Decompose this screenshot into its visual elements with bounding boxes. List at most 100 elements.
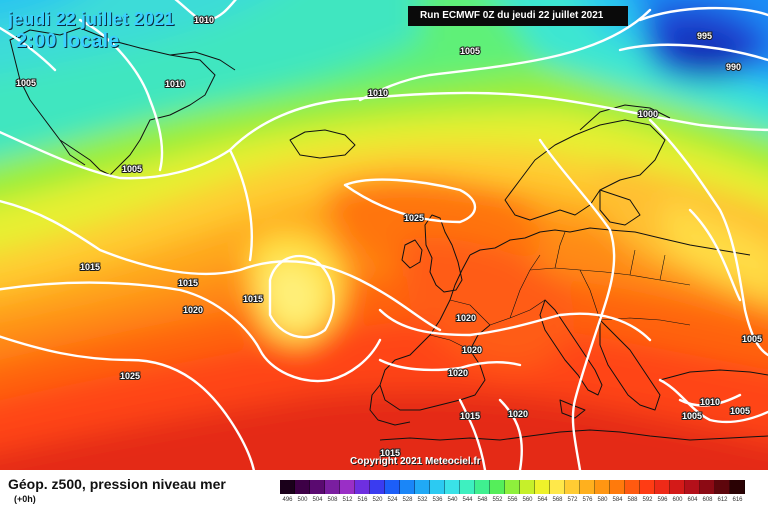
color-scale-value: 532 xyxy=(417,497,428,503)
isobar-label: 995 xyxy=(697,31,712,41)
color-scale-value: 608 xyxy=(702,497,713,503)
color-scale-value: 520 xyxy=(372,497,383,503)
geopotential-field xyxy=(0,0,768,470)
color-scale-swatch xyxy=(370,480,385,494)
color-scale-value: 508 xyxy=(327,497,338,503)
color-scale-swatch xyxy=(685,480,700,494)
color-scale-labels: 496 500 504 508 512 516 520 524 528 532 536 540 544 5… xyxy=(280,497,745,503)
color-scale-swatch xyxy=(670,480,685,494)
color-scale-value: 580 xyxy=(597,497,608,503)
color-scale-swatch xyxy=(535,480,550,494)
color-scale-value: 596 xyxy=(657,497,668,503)
color-scale-value: 592 xyxy=(642,497,653,503)
isobar-label: 1020 xyxy=(508,409,528,419)
color-scale-value: 512 xyxy=(342,497,353,503)
color-scale-swatch xyxy=(550,480,565,494)
color-scale-swatch xyxy=(730,480,745,494)
color-scale-value: 552 xyxy=(492,497,503,503)
isobar-label: 1020 xyxy=(448,368,468,378)
color-scale-value: 496 xyxy=(282,497,293,503)
color-scale-value: 524 xyxy=(387,497,398,503)
isobar-label: 1010 xyxy=(700,397,720,407)
isobar-label: 1015 xyxy=(80,262,100,272)
isobar-label: 1005 xyxy=(16,78,36,88)
forecast-date: jeudi 22 juillet 2021 xyxy=(8,9,175,29)
color-scale-value: 556 xyxy=(507,497,518,503)
color-scale-value: 564 xyxy=(537,497,548,503)
color-scale-swatch xyxy=(610,480,625,494)
color-scale-value: 584 xyxy=(612,497,623,503)
isobar-label: 1010 xyxy=(165,79,185,89)
isobar-label: 1005 xyxy=(122,164,142,174)
color-scale-swatch xyxy=(565,480,580,494)
color-scale-swatch xyxy=(700,480,715,494)
color-scale-swatch xyxy=(325,480,340,494)
color-scale-value: 572 xyxy=(567,497,578,503)
isobar-label: 1020 xyxy=(183,305,203,315)
color-scale-value: 516 xyxy=(357,497,368,503)
color-scale-value: 544 xyxy=(462,497,473,503)
color-scale-swatch xyxy=(280,480,295,494)
isobar-label: 1020 xyxy=(456,313,476,323)
isobar-label: 1000 xyxy=(638,109,658,119)
color-scale-value: 604 xyxy=(687,497,698,503)
isobar-label: 1005 xyxy=(742,334,762,344)
color-scale-swatch xyxy=(355,480,370,494)
isobar-label: 1015 xyxy=(178,278,198,288)
isobar-label: 1015 xyxy=(460,411,480,421)
color-scale-value: 528 xyxy=(402,497,413,503)
color-scale-value: 612 xyxy=(717,497,728,503)
color-scale-swatch xyxy=(415,480,430,494)
isobar-label: 990 xyxy=(726,62,741,72)
isobar-label: 1010 xyxy=(194,15,214,25)
color-scale-swatch xyxy=(520,480,535,494)
color-scale-swatch xyxy=(640,480,655,494)
color-scale-value: 616 xyxy=(732,497,743,503)
color-scale-value: 536 xyxy=(432,497,443,503)
forecast-map: 1010 1005 1010 1005 995 990 1000 1025 10… xyxy=(0,0,768,470)
copyright-notice: Copyright 2021 Meteociel.fr xyxy=(350,456,481,467)
color-scale-swatch xyxy=(475,480,490,494)
color-scale-swatch xyxy=(310,480,325,494)
color-scale-swatch xyxy=(625,480,640,494)
color-scale-swatch xyxy=(340,480,355,494)
color-scale-value: 500 xyxy=(297,497,308,503)
color-scale-value: 540 xyxy=(447,497,458,503)
color-scale xyxy=(280,480,745,494)
color-scale-value: 600 xyxy=(672,497,683,503)
isobar-labels: 1010 1005 1010 1005 995 990 1000 1025 10… xyxy=(15,14,763,459)
legend-title: Géop. z500, pression niveau mer xyxy=(8,476,226,492)
legend-bar: Géop. z500, pression niveau mer (+0h) 49… xyxy=(0,470,768,512)
coastlines xyxy=(9,27,768,441)
color-scale-value: 576 xyxy=(582,497,593,503)
color-scale-value: 504 xyxy=(312,497,323,503)
color-scale-swatch xyxy=(490,480,505,494)
color-scale-swatch xyxy=(715,480,730,494)
color-scale-value: 560 xyxy=(522,497,533,503)
forecast-time: 2:00 locale xyxy=(16,30,120,52)
color-scale-swatch xyxy=(595,480,610,494)
color-scale-swatch xyxy=(655,480,670,494)
color-scale-value: 588 xyxy=(627,497,638,503)
map-canvas: 1010 1005 1010 1005 995 990 1000 1025 10… xyxy=(0,0,768,470)
isobar-label: 1010 xyxy=(368,88,388,98)
color-scale-swatch xyxy=(445,480,460,494)
isobar-label: 1005 xyxy=(682,411,702,421)
color-scale-swatch xyxy=(430,480,445,494)
color-scale-value: 548 xyxy=(477,497,488,503)
forecast-datetime: jeudi 22 juillet 2021 2:00 locale xyxy=(8,8,174,52)
isobar-label: 1025 xyxy=(120,371,140,381)
color-scale-swatch xyxy=(400,480,415,494)
color-scale-value: 568 xyxy=(552,497,563,503)
color-scale-swatch xyxy=(385,480,400,494)
isobar-label: 1005 xyxy=(730,406,750,416)
isobar-label: 1015 xyxy=(380,448,400,458)
isobar-label: 1025 xyxy=(404,213,424,223)
model-run-info: Run ECMWF 0Z du jeudi 22 juillet 2021 xyxy=(408,6,628,26)
color-scale-swatch xyxy=(460,480,475,494)
isobar-label: 1005 xyxy=(460,46,480,56)
isobars xyxy=(0,0,768,470)
color-scale-swatch xyxy=(295,480,310,494)
isobar-label: 1020 xyxy=(462,345,482,355)
